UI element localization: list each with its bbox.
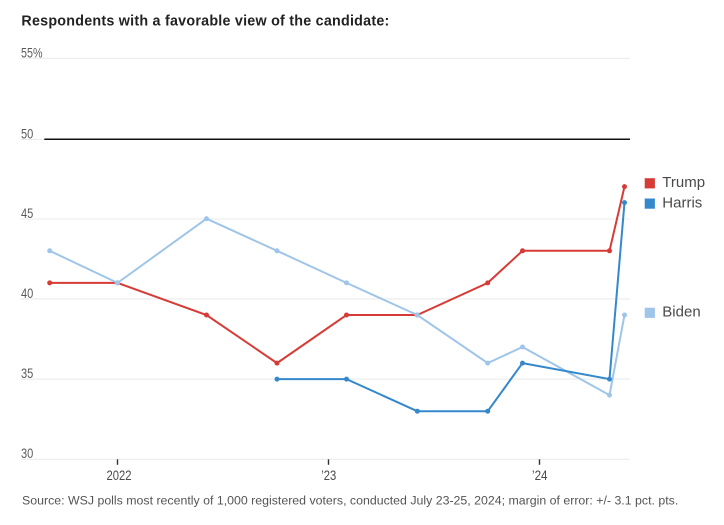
svg-text:2022: 2022 [107,468,132,483]
svg-text:’24: ’24 [532,468,548,483]
svg-text:Biden: Biden [662,304,700,321]
svg-text:55%: 55% [21,45,43,61]
svg-text:45: 45 [21,205,33,221]
svg-text:Harris: Harris [662,194,702,211]
svg-text:40: 40 [21,285,33,301]
svg-text:30: 30 [21,445,33,461]
svg-text:Trump: Trump [662,174,705,191]
svg-text:50: 50 [21,125,33,141]
svg-text:’23: ’23 [321,468,336,483]
svg-text:35: 35 [21,365,33,381]
svg-text:Respondents with a favorable v: Respondents with a favorable view of the… [21,13,389,29]
svg-text:Source: WSJ polls most recentl: Source: WSJ polls most recently of 1,000… [22,494,678,508]
